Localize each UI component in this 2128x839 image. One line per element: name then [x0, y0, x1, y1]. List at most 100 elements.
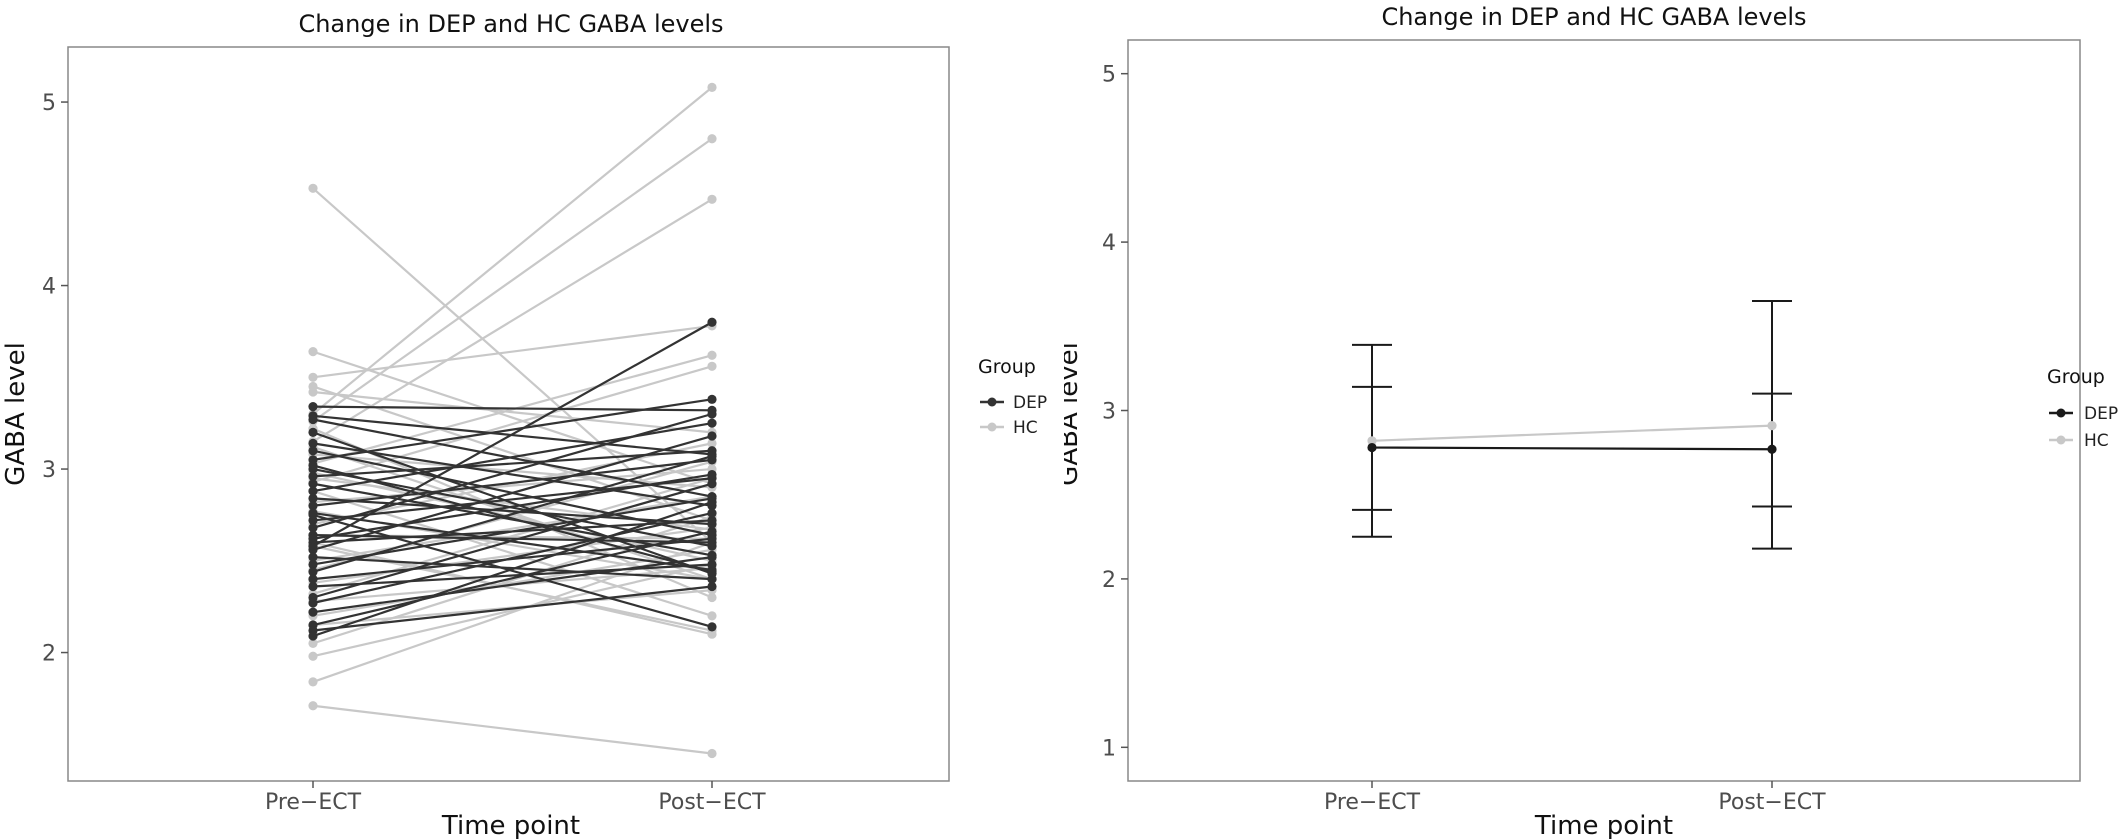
series-line-dep	[312, 464, 713, 573]
legend-key-hc-point	[2056, 435, 2066, 445]
chart-left: Change in DEP and HC GABA levels 2 3 4 5 Pr…	[1, 10, 1047, 839]
data-point-dep	[308, 552, 318, 562]
legend: Group DEP HC	[2047, 366, 2118, 451]
series-line-dep	[312, 422, 713, 493]
data-point-hc	[707, 748, 717, 759]
legend-label-dep: DEP	[1013, 393, 1047, 413]
data-point-dep	[707, 552, 717, 562]
data-point-dep	[308, 427, 318, 437]
plot-panel	[67, 46, 950, 782]
data-point-dep	[308, 493, 318, 504]
y-tick-label: 2	[42, 642, 56, 667]
series-line-dep	[312, 585, 713, 632]
data-point-hc	[308, 347, 318, 357]
data-point-dep	[308, 559, 318, 570]
x-axis-title: Time point	[441, 811, 580, 839]
data-point-hc	[308, 638, 318, 648]
data-point-dep	[308, 402, 318, 412]
data-point-hc	[707, 592, 717, 603]
y-tick-label: 3	[1102, 400, 1116, 425]
series-line-hc	[312, 390, 713, 434]
series-line-dep	[312, 534, 713, 544]
data-point-dep	[308, 486, 318, 496]
series-line-dep	[312, 512, 713, 605]
data-point-hc	[707, 134, 717, 144]
data-point-hc	[308, 651, 318, 661]
data-point-dep	[707, 431, 717, 441]
data-point-dep	[707, 409, 717, 419]
series-line-dep	[312, 431, 713, 575]
data-point-dep	[308, 414, 318, 425]
data-point-hc	[707, 438, 717, 448]
plot-panel	[1127, 39, 2081, 782]
data-point-hc	[308, 677, 318, 687]
series-group	[1352, 300, 1792, 550]
series-line-hc	[312, 563, 713, 658]
data-point-dep	[308, 460, 318, 470]
data-point-dep	[308, 534, 318, 544]
series-line-dep	[312, 482, 713, 599]
x-axis-title: Time point	[1534, 811, 1673, 839]
series-line-dep	[312, 563, 713, 588]
y-axis-ticks: 1 2 3 4 5	[1102, 63, 1128, 761]
series-line-dep	[312, 455, 713, 573]
x-tick-label: Post−ECT	[658, 790, 766, 815]
mean-point-dep	[1367, 442, 1377, 453]
legend-key-dep-point	[2056, 408, 2066, 418]
data-point-hc	[308, 372, 318, 382]
series-line-hc	[312, 704, 713, 755]
y-tick-label: 4	[1102, 231, 1116, 256]
mean-point-hc	[1767, 421, 1777, 431]
data-point-dep	[707, 581, 717, 592]
series-line-dep	[312, 442, 713, 507]
data-point-dep	[707, 469, 717, 480]
series-line-dep	[312, 513, 713, 628]
data-point-dep	[308, 523, 318, 533]
data-point-hc	[707, 629, 717, 639]
series-line-hc	[312, 541, 713, 636]
data-point-dep	[308, 479, 318, 489]
y-axis-title: GABA level	[1064, 342, 1084, 486]
series-line-dep	[312, 473, 713, 540]
series-line-hc	[312, 324, 713, 379]
chart-right: Change in DEP and HC GABA levels 1 2 3 4 5 P…	[1064, 3, 2118, 839]
data-point-hc	[308, 183, 318, 193]
data-point-hc	[707, 361, 717, 371]
data-point-dep	[707, 394, 717, 404]
y-tick-label: 1	[1102, 736, 1116, 761]
legend-title: Group	[978, 356, 1036, 378]
data-point-dep	[308, 581, 318, 592]
x-tick-label: Pre−ECT	[265, 790, 362, 815]
chart-title: Change in DEP and HC GABA levels	[298, 10, 723, 38]
legend-label-hc: HC	[2084, 431, 2109, 451]
data-point-hc	[707, 611, 717, 621]
data-point-dep	[308, 501, 318, 511]
data-point-dep	[707, 526, 717, 537]
y-tick-label: 5	[42, 91, 56, 116]
legend-key-dep-point	[987, 397, 997, 407]
mean-point-dep	[1767, 444, 1777, 454]
y-tick-label: 3	[42, 458, 56, 483]
data-point-dep	[707, 497, 717, 507]
data-point-dep	[707, 317, 717, 327]
series-line-dep	[312, 458, 713, 507]
data-point-dep	[308, 446, 318, 456]
series-line-hc	[312, 86, 713, 415]
y-tick-label: 5	[1102, 63, 1116, 88]
data-point-dep	[707, 508, 717, 518]
data-point-dep	[707, 622, 717, 632]
series-line-hc	[1371, 424, 1773, 442]
data-point-hc	[707, 82, 717, 92]
series-line-dep	[312, 530, 713, 627]
data-point-dep	[707, 567, 717, 577]
legend-key-hc-point	[987, 422, 997, 432]
x-axis-ticks: Pre−ECT Post−ECT	[1324, 781, 1826, 815]
data-point-dep	[308, 471, 318, 481]
data-point-dep	[707, 574, 717, 584]
data-point-dep	[707, 451, 717, 461]
data-point-dep	[308, 510, 318, 520]
series-line-dep	[312, 497, 713, 526]
data-point-dep	[707, 479, 717, 489]
series-line-dep	[312, 556, 713, 614]
